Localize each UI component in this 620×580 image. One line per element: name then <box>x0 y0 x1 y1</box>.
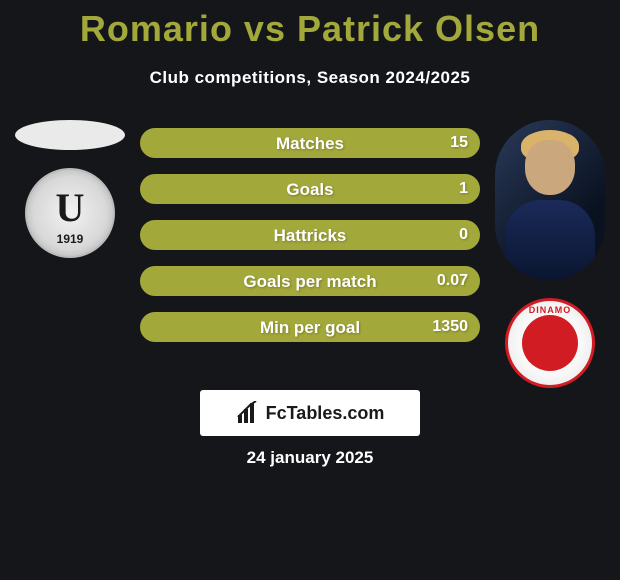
stat-label: Min per goal <box>0 318 620 338</box>
stat-value-right: 1350 <box>432 318 468 336</box>
subtitle: Club competitions, Season 2024/2025 <box>0 68 620 88</box>
date-line: 24 january 2025 <box>0 448 620 468</box>
page-title: Romario vs Patrick Olsen <box>0 0 620 50</box>
stat-label: Hattricks <box>0 226 620 246</box>
stat-row: Matches15 <box>0 120 620 166</box>
stat-row: Goals1 <box>0 166 620 212</box>
stat-label: Goals per match <box>0 272 620 292</box>
stat-value-right: 1 <box>459 180 468 198</box>
stat-label: Matches <box>0 134 620 154</box>
stat-row: Min per goal1350 <box>0 304 620 350</box>
stat-value-right: 15 <box>450 134 468 152</box>
brand-chart-bars-icon <box>236 401 260 425</box>
stat-value-right: 0.07 <box>437 272 468 290</box>
stat-value-right: 0 <box>459 226 468 244</box>
stat-row: Hattricks0 <box>0 212 620 258</box>
brand-tag[interactable]: FcTables.com <box>200 390 420 436</box>
stat-label: Goals <box>0 180 620 200</box>
brand-text: FcTables.com <box>266 403 385 424</box>
stat-row: Goals per match0.07 <box>0 258 620 304</box>
